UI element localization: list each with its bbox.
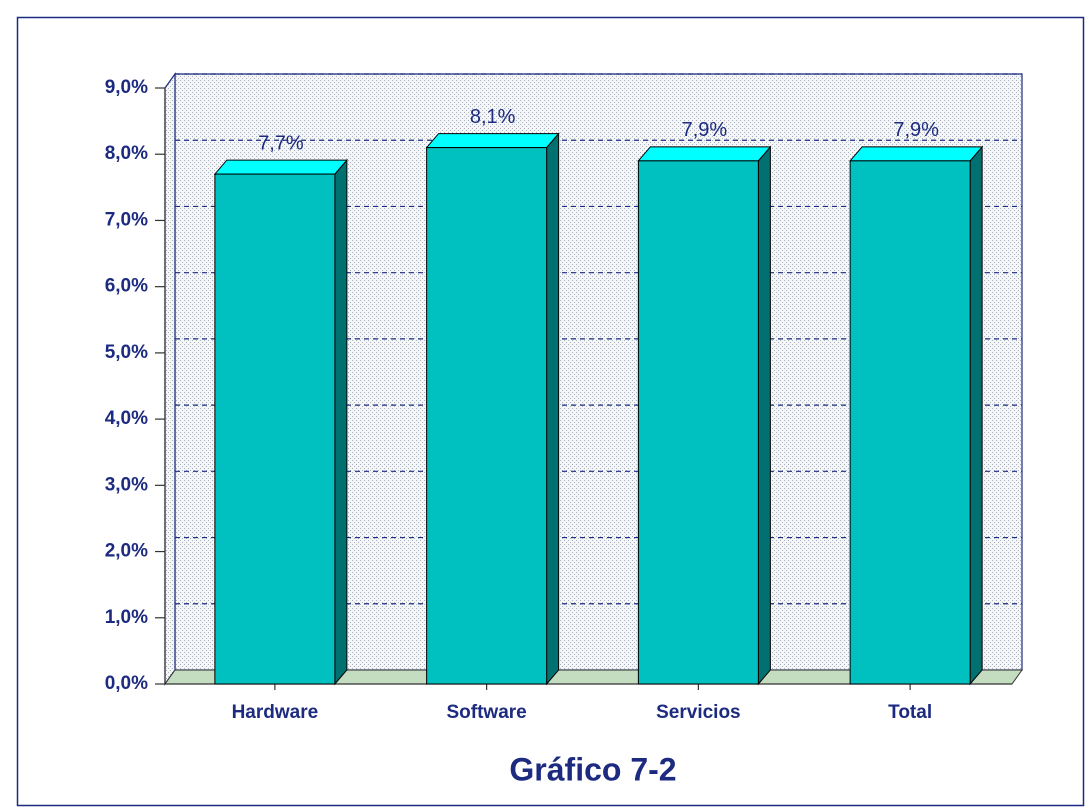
- x-tick-label: Hardware: [232, 702, 319, 723]
- bar-top: [849, 146, 984, 162]
- bar-side: [334, 158, 348, 686]
- y-tick-label: 9,0%: [105, 77, 148, 98]
- bar-top: [425, 133, 560, 149]
- value-label: 7,9%: [682, 119, 728, 141]
- bar-side: [546, 132, 560, 686]
- y-tick-label: 5,0%: [105, 342, 148, 363]
- value-label: 7,7%: [258, 132, 304, 154]
- bar: [426, 147, 548, 685]
- plot: 0,0% 1,0% 2,0% 3,0% 4,0% 5,0% 6,0% 7,0% 8,0% 9,0%…: [105, 72, 1023, 723]
- y-tick-label: 0,0%: [105, 673, 148, 694]
- y-tick-label: 1,0%: [105, 607, 148, 628]
- value-label: 7,9%: [893, 119, 939, 141]
- y-tick-label: 7,0%: [105, 209, 148, 230]
- bar: [214, 173, 336, 685]
- y-tick-label: 8,0%: [105, 143, 148, 164]
- bar-side: [969, 145, 983, 686]
- side-wall: [164, 72, 176, 686]
- value-label: 8,1%: [470, 106, 516, 128]
- x-tick-label: Total: [888, 702, 932, 723]
- y-tick-label: 6,0%: [105, 276, 148, 297]
- bar-top: [637, 146, 772, 162]
- y-tick-label: 2,0%: [105, 541, 148, 562]
- x-tick-label: Servicios: [656, 702, 741, 723]
- bar: [849, 160, 971, 685]
- chart-title: Gráfico 7-2: [509, 751, 676, 787]
- bar-top: [213, 159, 348, 175]
- x-tick-label: Software: [447, 702, 527, 723]
- bar-side: [757, 145, 771, 686]
- bar: [637, 160, 759, 685]
- y-tick-label: 3,0%: [105, 474, 148, 495]
- y-tick-label: 4,0%: [105, 408, 148, 429]
